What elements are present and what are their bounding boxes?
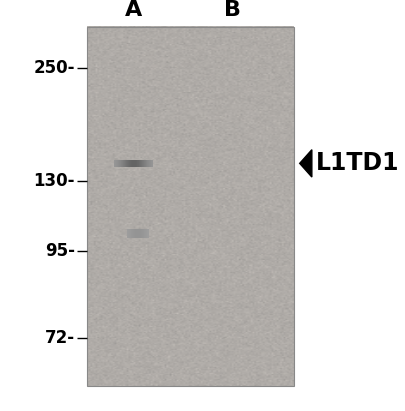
Bar <box>144 160 145 166</box>
Bar <box>135 160 136 166</box>
Bar <box>151 160 152 166</box>
Bar <box>87 27 294 386</box>
Text: A: A <box>125 0 142 20</box>
Bar <box>126 160 127 166</box>
Bar <box>127 160 128 166</box>
Polygon shape <box>300 150 312 177</box>
Bar <box>142 160 143 166</box>
Text: 95-: 95- <box>45 242 75 261</box>
Bar <box>128 160 129 166</box>
Bar <box>140 160 141 166</box>
Bar <box>119 160 120 166</box>
Bar <box>150 160 151 166</box>
Bar <box>137 160 138 166</box>
Bar <box>115 160 116 166</box>
Bar <box>141 160 142 166</box>
Bar <box>130 160 131 166</box>
Bar <box>138 160 139 166</box>
Bar <box>116 160 117 166</box>
Bar <box>152 160 153 166</box>
Bar <box>143 160 144 166</box>
Bar <box>133 160 134 166</box>
Bar <box>148 160 149 166</box>
Bar <box>139 160 140 166</box>
Bar <box>117 160 118 166</box>
Bar <box>147 160 148 166</box>
Bar <box>129 160 130 166</box>
Bar <box>146 160 147 166</box>
Bar <box>122 160 123 166</box>
Text: 250-: 250- <box>34 59 75 77</box>
Text: 130-: 130- <box>34 172 75 190</box>
Bar <box>118 160 119 166</box>
Bar <box>131 160 132 166</box>
Bar <box>143 160 144 166</box>
Bar <box>120 160 121 166</box>
Text: L1TD1: L1TD1 <box>316 151 399 175</box>
Text: B: B <box>224 0 241 20</box>
Bar <box>149 160 150 166</box>
Bar <box>124 160 125 166</box>
Bar <box>134 160 135 166</box>
Bar <box>136 160 137 166</box>
Text: 72-: 72- <box>45 329 75 347</box>
Bar <box>121 160 122 166</box>
Bar <box>145 160 146 166</box>
Bar <box>132 160 133 166</box>
Bar <box>125 160 126 166</box>
Bar <box>123 160 124 166</box>
